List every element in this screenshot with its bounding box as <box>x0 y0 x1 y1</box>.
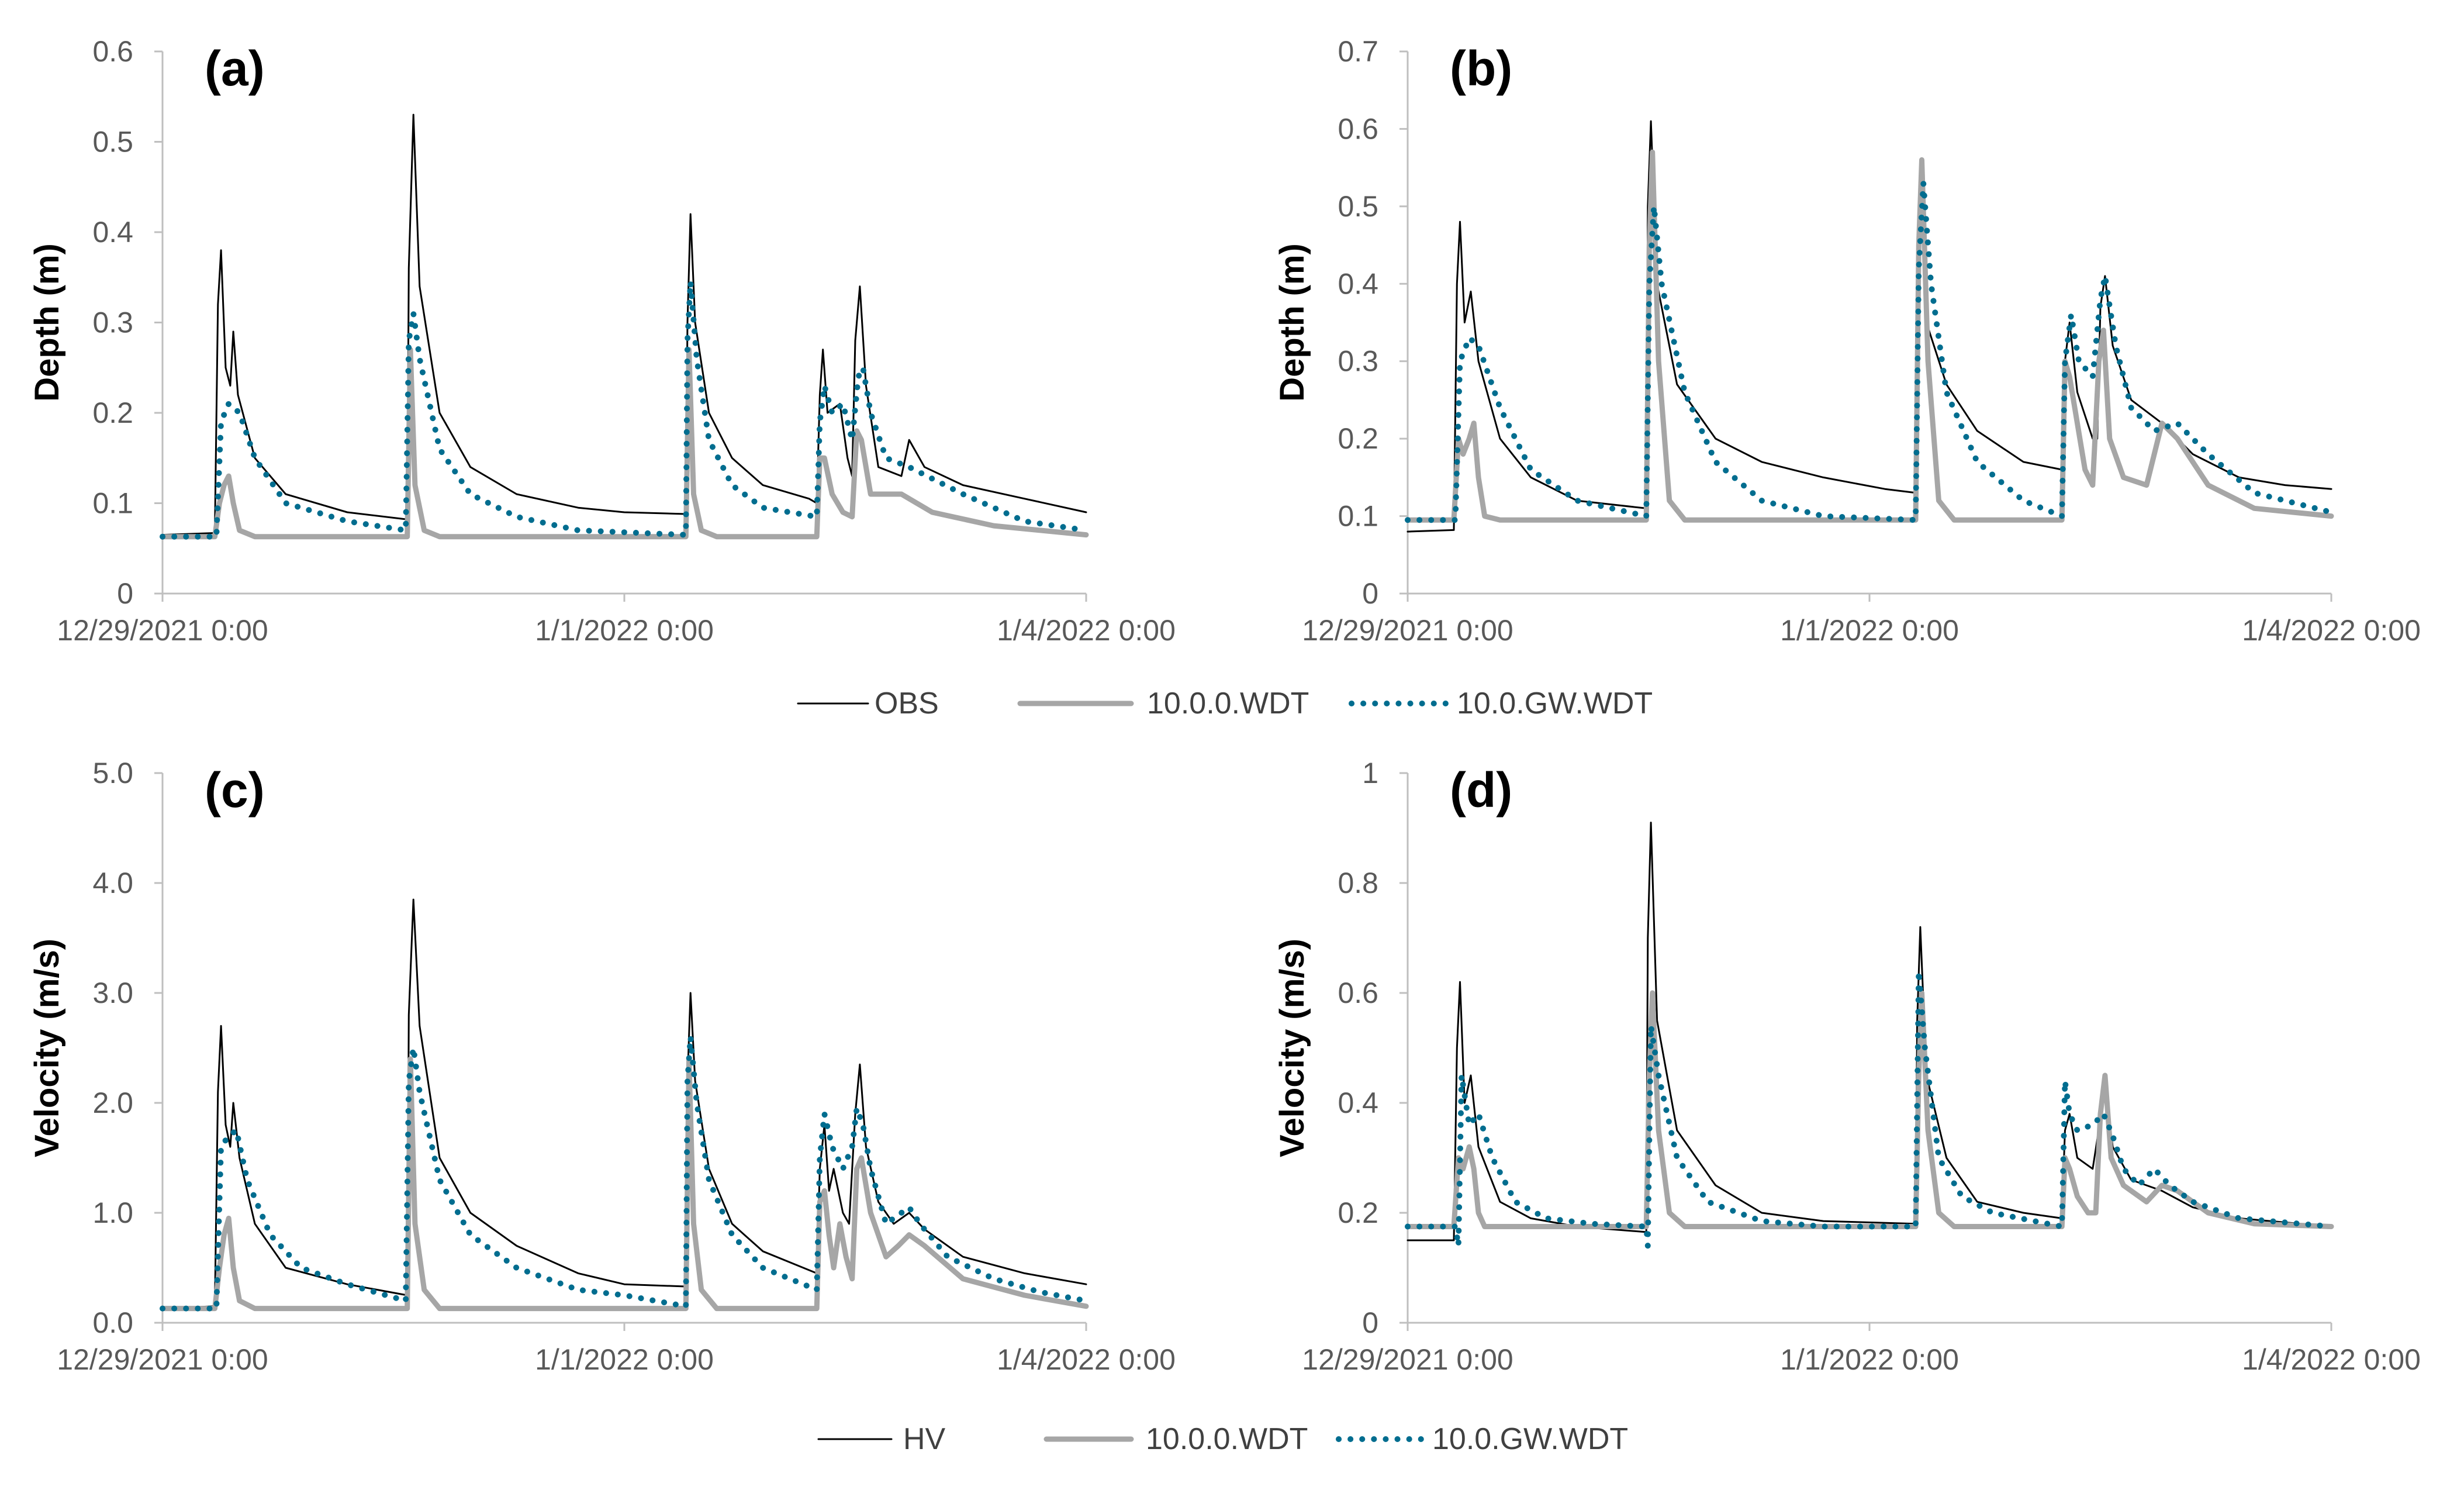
x-tick-label: 12/29/2021 0:00 <box>1302 614 1513 647</box>
x-tick-label: 12/29/2021 0:00 <box>57 1343 268 1376</box>
y-tick-label: 0 <box>117 577 133 610</box>
series-line-sim <box>1405 990 2334 1229</box>
chart-panel-1: 0 0.1 0.2 0.3 0.4 0.5 0.6 12/29/2021 0:00 1/1/20… <box>28 35 1176 647</box>
y-tick-label: 2.0 <box>92 1087 133 1119</box>
x-tick-label: 1/4/2022 0:00 <box>2242 1343 2421 1376</box>
series-line-gw <box>160 279 1089 540</box>
series-line-gw <box>1405 968 2334 1249</box>
y-tick-label: 0 <box>1362 577 1378 610</box>
series-line-obs <box>161 113 1087 536</box>
legend-label-sim: 10.0.0.WDT <box>1147 687 1309 720</box>
x-tick-label: 1/4/2022 0:00 <box>2242 614 2421 647</box>
y-tick-label: 0.2 <box>92 396 133 429</box>
series-line-gw <box>160 1034 1089 1312</box>
series-line-obs <box>1406 822 2332 1241</box>
y-tick-label: 0.7 <box>1338 35 1378 68</box>
panel-label: (a) <box>205 41 265 96</box>
series-line-sim <box>160 1056 1089 1312</box>
chart-panel-4: 0 0.2 0.4 0.6 0.8 1 12/29/2021 0:00 1/1/2022 0:… <box>1273 757 2421 1376</box>
y-tick-label: 0.5 <box>92 126 133 158</box>
y-tick-label: 0.3 <box>1338 345 1378 378</box>
x-tick-label: 12/29/2021 0:00 <box>57 614 268 647</box>
legend-label-obs: HV <box>903 1422 946 1456</box>
x-tick-label: 12/29/2021 0:00 <box>1302 1343 1513 1376</box>
y-tick-label: 0.6 <box>1338 977 1378 1009</box>
panel-label: (b) <box>1450 41 1512 96</box>
series-line-obs <box>161 898 1087 1310</box>
y-tick-label: 0.6 <box>1338 112 1378 145</box>
chart-panel-3: 0.0 1.0 2.0 3.0 4.0 5.0 12/29/2021 0:00 1/1/202… <box>28 757 1176 1376</box>
legend-1: OBS 10.0.0.WDT 10.0.GW.WDT <box>797 687 1653 720</box>
x-tick-label: 1/4/2022 0:00 <box>997 614 1176 647</box>
y-tick-label: 0.1 <box>92 487 133 520</box>
series-line-sim <box>160 347 1089 540</box>
y-axis-title: Depth (m) <box>28 243 66 402</box>
y-tick-label: 0.2 <box>1338 1196 1378 1229</box>
x-tick-label: 1/1/2022 0:00 <box>1780 1343 1959 1376</box>
y-tick-label: 4.0 <box>92 867 133 899</box>
y-tick-label: 5.0 <box>92 757 133 789</box>
y-tick-label: 0.6 <box>92 35 133 68</box>
y-tick-label: 0.1 <box>1338 500 1378 533</box>
panel-label: (d) <box>1450 763 1512 818</box>
y-axis-title: Velocity (m/s) <box>1273 939 1311 1157</box>
y-tick-label: 0.8 <box>1338 867 1378 899</box>
series-line-gw <box>1405 180 2334 523</box>
legend-label-obs: OBS <box>875 687 939 720</box>
x-tick-label: 1/1/2022 0:00 <box>1780 614 1959 647</box>
y-axis-title: Depth (m) <box>1273 243 1311 402</box>
chart-panel-2: 0 0.1 0.2 0.3 0.4 0.5 0.6 0.7 12/29/2021 0:00 1/1… <box>1273 35 2421 647</box>
x-tick-label: 1/4/2022 0:00 <box>997 1343 1176 1376</box>
y-tick-label: 1 <box>1362 757 1378 789</box>
y-tick-label: 0.4 <box>1338 1087 1378 1119</box>
x-tick-label: 1/1/2022 0:00 <box>535 614 714 647</box>
y-axis-title: Velocity (m/s) <box>28 939 66 1157</box>
y-tick-label: 0.4 <box>92 216 133 249</box>
y-tick-label: 0.4 <box>1338 267 1378 300</box>
legend-label-gw: 10.0.GW.WDT <box>1432 1422 1628 1456</box>
y-tick-label: 3.0 <box>92 977 133 1009</box>
x-tick-label: 1/1/2022 0:00 <box>535 1343 714 1376</box>
y-tick-label: 0.0 <box>92 1306 133 1339</box>
y-tick-label: 1.0 <box>92 1196 133 1229</box>
legend-label-sim: 10.0.0.WDT <box>1146 1422 1308 1456</box>
series-line-sim <box>1405 149 2334 523</box>
panel-label: (c) <box>205 763 265 818</box>
series-line-obs <box>1406 120 2332 533</box>
y-tick-label: 0.5 <box>1338 190 1378 223</box>
legend-2: HV 10.0.0.WDT 10.0.GW.WDT <box>817 1422 1628 1456</box>
y-tick-label: 0 <box>1362 1306 1378 1339</box>
y-tick-label: 0.2 <box>1338 422 1378 455</box>
y-tick-label: 0.3 <box>92 306 133 339</box>
legend-label-gw: 10.0.GW.WDT <box>1457 687 1653 720</box>
